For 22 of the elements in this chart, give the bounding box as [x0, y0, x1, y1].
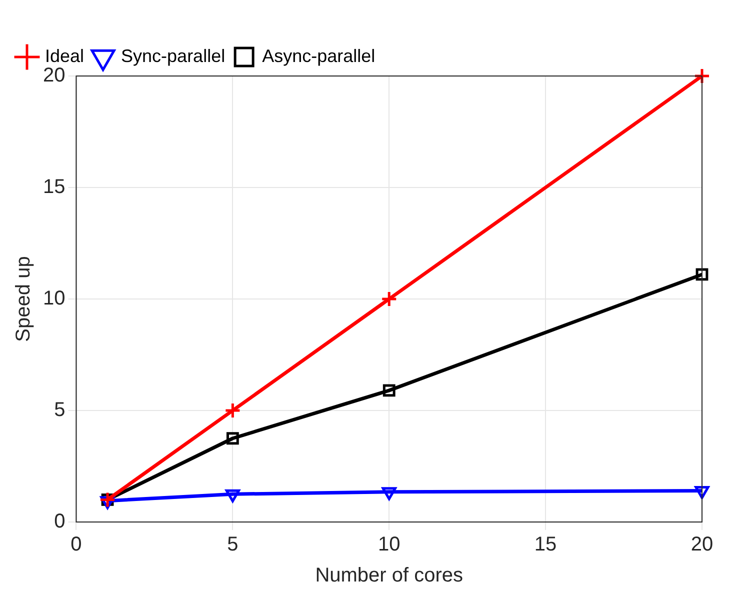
- x-tick-label: 15: [534, 534, 557, 556]
- point: [224, 402, 241, 419]
- point: [226, 432, 239, 445]
- y-tick-label: 0: [54, 510, 66, 533]
- x-tick-label: 10: [378, 534, 400, 556]
- y-tick-label: 10: [42, 288, 66, 310]
- point: [694, 68, 710, 84]
- point: [696, 268, 708, 281]
- point: [225, 489, 240, 502]
- y-tick-label: 15: [42, 176, 66, 198]
- x-axis-title: Number of cores: [315, 564, 464, 587]
- y-tick-label: 5: [54, 399, 66, 422]
- y-axis-title: Speed up: [12, 256, 35, 342]
- point: [380, 290, 398, 308]
- x-tick-label: 5: [227, 534, 238, 556]
- point: [382, 384, 396, 397]
- y-tick-label: 20: [42, 64, 66, 87]
- x-tick-label: 0: [70, 534, 82, 556]
- legend-label: Async-parallel: [262, 46, 376, 66]
- x-tick-label: 20: [690, 534, 714, 556]
- legend-label: Ideal: [45, 46, 84, 66]
- legend-label: Sync-parallel: [121, 46, 226, 66]
